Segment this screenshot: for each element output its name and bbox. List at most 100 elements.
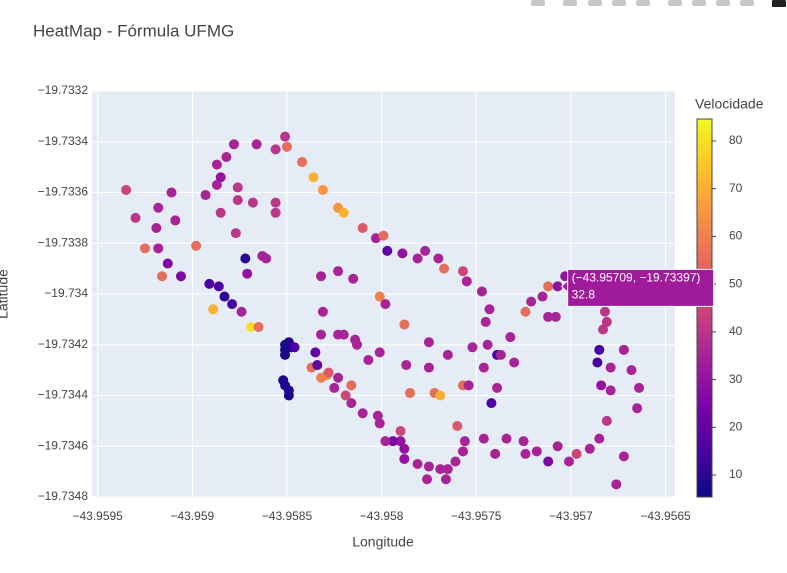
- data-point: [378, 230, 389, 241]
- data-point: [236, 306, 247, 317]
- data-point: [333, 266, 344, 277]
- colorbar-tick-label: 40: [729, 324, 743, 338]
- colorbar: [696, 118, 713, 498]
- data-point: [543, 456, 554, 467]
- data-point: [204, 278, 215, 289]
- data-point: [395, 426, 406, 437]
- data-point: [215, 172, 226, 183]
- colorbar-tick-label: 70: [729, 181, 743, 195]
- y-tick-label: −19.7348: [38, 489, 89, 503]
- data-point: [618, 344, 629, 355]
- y-tick-label: −19.7336: [38, 185, 89, 199]
- data-point: [596, 380, 607, 391]
- data-point: [412, 253, 423, 264]
- data-point: [323, 367, 334, 378]
- colorbar-tick-label: 20: [729, 419, 743, 433]
- data-point: [329, 382, 340, 393]
- data-point: [423, 337, 434, 348]
- data-point: [211, 179, 222, 190]
- data-point: [571, 448, 582, 459]
- data-point: [484, 304, 495, 315]
- data-point: [308, 172, 319, 183]
- toolbar-icon[interactable]: [531, 0, 545, 6]
- data-point: [598, 324, 609, 335]
- data-point: [552, 281, 563, 292]
- toolbar-icon[interactable]: [612, 0, 626, 6]
- data-point: [422, 474, 433, 485]
- toolbar-icon[interactable]: [772, 0, 786, 7]
- data-point: [151, 223, 162, 234]
- data-point: [221, 151, 232, 162]
- x-axis-title: Longitude: [352, 534, 414, 550]
- data-point: [333, 372, 344, 383]
- data-point: [520, 306, 531, 317]
- x-tick-label: −43.957: [549, 509, 593, 523]
- data-point: [423, 461, 434, 472]
- toolbar-icon[interactable]: [563, 0, 577, 6]
- data-point: [157, 271, 168, 282]
- data-point: [170, 215, 181, 226]
- data-point: [380, 299, 391, 310]
- data-point: [450, 456, 461, 467]
- data-point: [162, 258, 173, 269]
- toolbar-icon[interactable]: [692, 0, 706, 6]
- data-point: [247, 197, 258, 208]
- data-point: [352, 339, 362, 350]
- data-point: [387, 436, 398, 447]
- data-point: [370, 233, 381, 244]
- hover-text: (−43.95709, −19.73397): [572, 271, 701, 285]
- hover-value: 32.8: [572, 288, 596, 302]
- colorbar-tick-label: 10: [729, 467, 743, 481]
- data-point: [317, 306, 328, 317]
- data-point: [380, 436, 391, 447]
- colorbar-tick-label: 50: [729, 276, 743, 290]
- data-point: [316, 372, 327, 383]
- data-point: [372, 410, 383, 421]
- data-point: [495, 349, 506, 360]
- data-point: [357, 408, 368, 419]
- data-point: [240, 253, 251, 264]
- data-point: [423, 362, 434, 373]
- data-point: [357, 223, 368, 234]
- data-point: [382, 245, 393, 256]
- data-point: [478, 433, 489, 444]
- data-point: [442, 349, 453, 360]
- y-tick-label: −19.7342: [38, 337, 89, 351]
- toolbar-icon[interactable]: [668, 0, 682, 6]
- toolbar-icon[interactable]: [740, 0, 754, 6]
- data-point: [346, 398, 357, 409]
- data-point: [153, 243, 164, 254]
- data-point: [509, 357, 520, 368]
- data-point: [440, 474, 451, 485]
- data-point: [564, 456, 574, 467]
- data-point: [605, 385, 616, 396]
- data-point: [191, 240, 202, 251]
- data-point: [213, 281, 224, 292]
- data-point: [208, 304, 219, 315]
- data-point: [543, 281, 554, 292]
- data-point: [395, 436, 406, 447]
- data-point: [232, 195, 243, 206]
- data-point: [458, 446, 468, 457]
- data-point: [270, 144, 281, 155]
- toolbar-icon[interactable]: [636, 0, 650, 6]
- data-point: [283, 390, 294, 401]
- y-tick-label: −19.734: [44, 286, 88, 300]
- y-tick-label: −19.7344: [38, 388, 89, 402]
- data-point: [228, 139, 239, 150]
- x-tick-label: −43.9565: [640, 509, 691, 523]
- data-point: [632, 403, 643, 414]
- colorbar-tick-label: 80: [729, 133, 743, 147]
- data-point: [211, 159, 222, 170]
- data-point: [501, 433, 512, 444]
- data-point: [452, 420, 463, 431]
- toolbar-icon[interactable]: [588, 0, 602, 6]
- toolbar-icon[interactable]: [716, 0, 730, 6]
- data-point: [280, 349, 291, 360]
- data-point: [232, 182, 243, 193]
- x-tick-label: −43.9585: [262, 509, 313, 523]
- data-point: [463, 380, 474, 391]
- data-point: [442, 464, 453, 475]
- data-point: [626, 365, 637, 376]
